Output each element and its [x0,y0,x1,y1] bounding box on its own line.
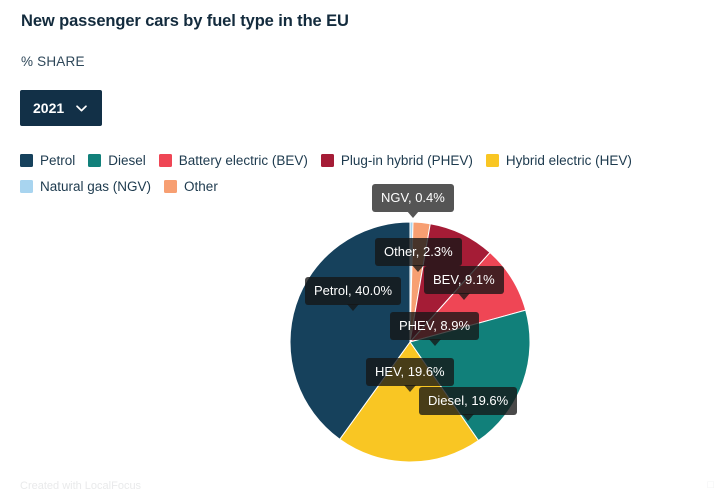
legend-label-hev: Hybrid electric (HEV) [505,152,632,168]
legend-item-other[interactable]: Other [164,176,218,197]
legend-label-other: Other [184,178,218,194]
legend-swatch-hev [485,154,499,167]
page-title: New passenger cars by fuel type in the E… [21,12,349,30]
legend-item-ngv[interactable]: Natural gas (NGV) [20,176,151,197]
legend-label-petrol: Petrol [40,152,76,168]
legend: Petrol Diesel Battery electric (BEV) Plu… [20,150,720,197]
chevron-down-icon [75,102,88,115]
legend-label-diesel: Diesel [108,152,146,168]
footer-logo-mark: □ [707,479,714,491]
legend-label-ngv: Natural gas (NGV) [40,178,152,194]
legend-item-petrol[interactable]: Petrol [20,150,75,171]
legend-swatch-other [164,180,178,193]
pie-slice-petrol[interactable] [289,221,411,440]
pie-chart [0,196,728,471]
legend-swatch-petrol [20,154,33,167]
legend-item-bev[interactable]: Battery electric (BEV) [158,150,308,171]
legend-swatch-diesel [88,154,102,167]
year-select-value: 2021 [33,100,65,116]
legend-label-phev: Plug-in hybrid (PHEV) [340,152,473,168]
legend-label-bev: Battery electric (BEV) [178,152,308,168]
legend-swatch-ngv [20,180,33,193]
legend-swatch-phev [320,154,334,167]
legend-item-diesel[interactable]: Diesel [88,150,146,171]
pie-chart-svg[interactable] [0,196,728,471]
footer-credit[interactable]: Created with LocalFocus [20,480,142,492]
chart-subtitle: % SHARE [21,54,85,69]
legend-item-hev[interactable]: Hybrid electric (HEV) [485,150,632,171]
legend-item-phev[interactable]: Plug-in hybrid (PHEV) [320,150,473,171]
legend-swatch-bev [158,154,172,167]
year-select-button[interactable]: 2021 [20,90,102,126]
pie-slice-hev[interactable] [339,341,480,463]
